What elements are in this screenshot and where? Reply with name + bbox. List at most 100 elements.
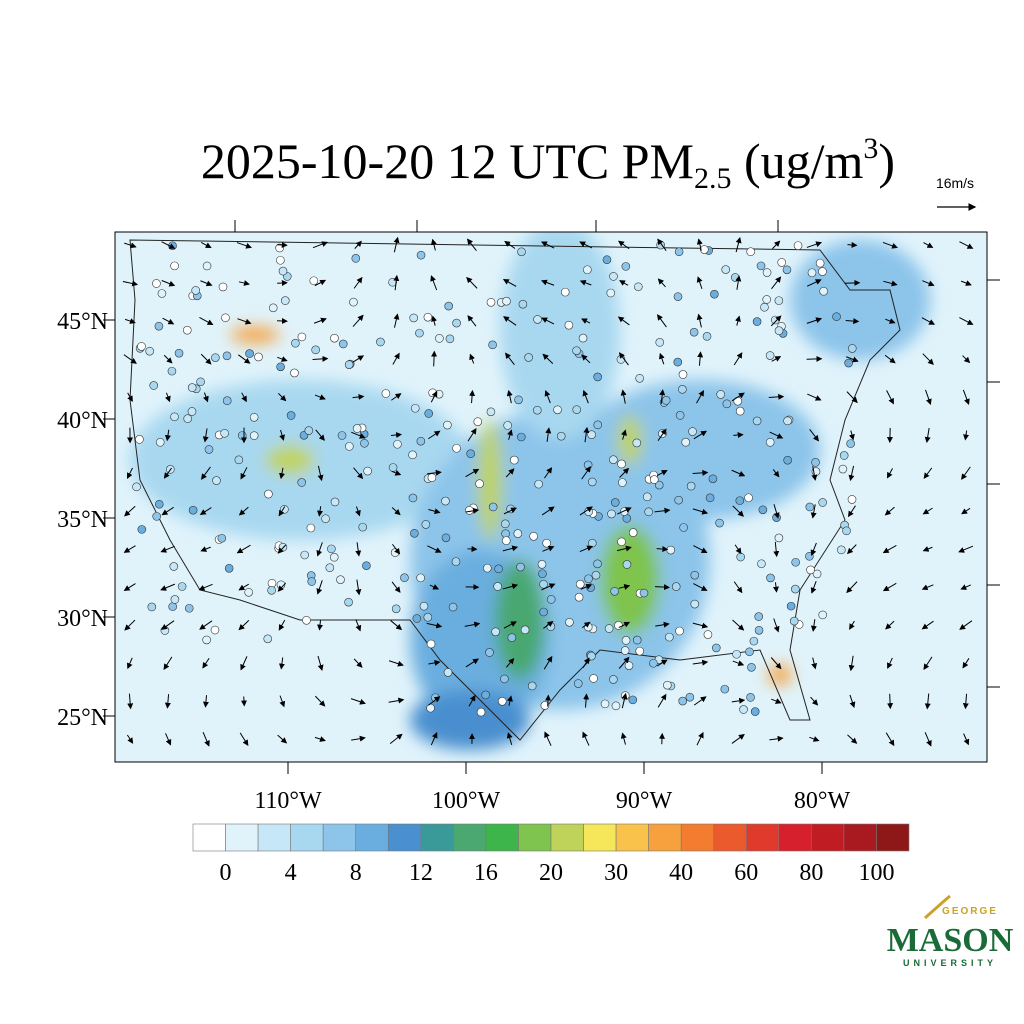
lat-label: 25°N [57, 705, 108, 731]
wind-arrow [200, 280, 213, 287]
wind-arrow [202, 695, 209, 708]
station [632, 438, 642, 448]
station [614, 621, 623, 630]
wind-arrow [579, 241, 593, 249]
wind-arrow [654, 584, 670, 591]
colorbar-label: 0 [220, 860, 232, 886]
colorbar-box [778, 823, 812, 852]
station [410, 403, 420, 413]
station [481, 690, 490, 700]
wind-arrow [469, 353, 475, 364]
station [202, 635, 211, 645]
wind-arrow [963, 430, 970, 441]
station [837, 545, 846, 555]
wind-arrow [771, 698, 782, 704]
wind-arrow [810, 542, 817, 556]
wind-arrow [393, 274, 400, 291]
wind-arrow [806, 279, 822, 287]
station [560, 287, 570, 297]
wind-arrow [922, 280, 935, 287]
wind-arrow [544, 731, 552, 746]
station [502, 296, 511, 306]
station [689, 327, 699, 337]
wind-arrow [811, 466, 818, 481]
station [739, 705, 748, 714]
wind-arrow [773, 504, 780, 519]
station [574, 592, 584, 602]
wind-arrow [656, 546, 669, 553]
wind-arrow [541, 506, 555, 516]
station [663, 680, 672, 690]
wind-arrow [127, 392, 133, 403]
station [345, 442, 354, 451]
wind-arrow [238, 506, 249, 516]
wind-arrow [426, 622, 443, 629]
title: 2025-10-20 12 UTC PM2.5 (ug/m3) [201, 132, 895, 195]
wind-arrow [922, 507, 933, 515]
station [280, 296, 290, 305]
wind-arrow [847, 241, 858, 248]
station [309, 276, 319, 286]
wind-arrow [885, 620, 895, 630]
lat-label: 35°N [57, 507, 108, 533]
wind-arrow [278, 393, 287, 402]
station [791, 557, 800, 567]
station [352, 424, 362, 433]
station [517, 247, 526, 257]
lon-label: 110°W [254, 788, 322, 814]
station [642, 492, 652, 502]
station [381, 389, 391, 398]
wind-arrow [848, 430, 855, 441]
wind-arrow [809, 736, 820, 742]
wind-arrow [466, 276, 478, 289]
wind-arrow [199, 620, 213, 630]
station [758, 505, 768, 515]
wind-arrow [654, 507, 671, 514]
logo-main: MASON [887, 922, 1014, 959]
station [452, 318, 461, 328]
station [501, 536, 511, 545]
station [329, 552, 339, 562]
station [170, 412, 179, 422]
station [666, 545, 676, 555]
wind-arrow [502, 279, 517, 287]
wind-arrow [316, 542, 323, 557]
station [593, 559, 602, 569]
station [812, 569, 822, 579]
station [610, 586, 619, 596]
wind-arrow [388, 660, 404, 667]
colorbar-box [355, 823, 389, 852]
colorbar-label: 80 [799, 860, 823, 886]
wind-arrow [886, 390, 894, 405]
station [473, 417, 483, 426]
logo-top: GEORGE [942, 906, 998, 917]
station [534, 479, 543, 489]
station [145, 346, 155, 356]
colorbar-label: 12 [409, 860, 433, 886]
station [762, 268, 772, 277]
station [507, 633, 517, 642]
wind-arrow [692, 622, 709, 629]
title-sub: 2.5 [694, 162, 732, 195]
station [155, 437, 165, 447]
wind-arrow [963, 733, 970, 746]
wind-arrow [160, 545, 175, 553]
station [527, 681, 537, 691]
wind-arrow [315, 429, 325, 441]
station [618, 478, 627, 487]
station [673, 292, 683, 301]
station [154, 321, 164, 331]
wind-arrow [544, 467, 553, 479]
station [620, 507, 629, 516]
station [300, 550, 310, 560]
wind-arrow [352, 355, 365, 363]
wind-arrow [959, 241, 974, 249]
station [290, 368, 299, 378]
wind-arrow [164, 429, 171, 442]
station [188, 505, 198, 515]
station [675, 411, 685, 420]
wind-arrow [127, 467, 133, 479]
station [533, 405, 542, 415]
station [441, 496, 450, 506]
wind-arrow [161, 506, 174, 516]
